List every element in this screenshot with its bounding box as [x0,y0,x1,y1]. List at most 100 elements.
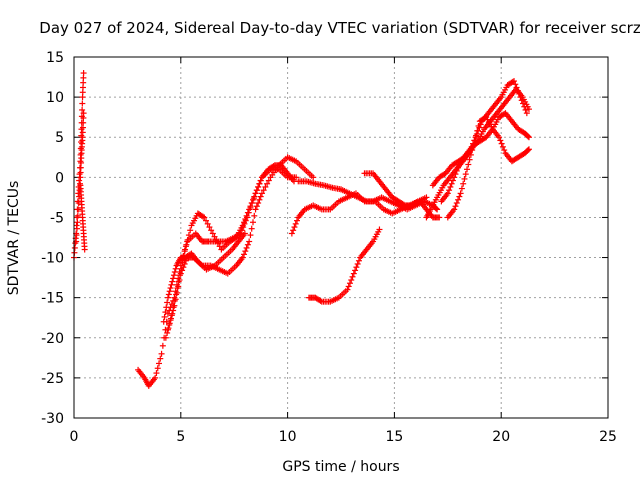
data-point [453,167,460,174]
data-point [346,280,353,287]
data-point [251,212,258,219]
series-arc-9 [305,226,383,305]
series-arc-4 [135,166,300,389]
data-point [444,190,451,197]
data-points [71,70,532,389]
data-point [248,225,255,232]
data-point [247,232,254,239]
data-point [249,219,256,226]
data-point [81,246,88,253]
data-point [264,180,271,187]
data-point [475,122,482,129]
data-point [182,246,189,253]
data-point [291,224,298,231]
data-point [348,277,355,284]
data-point [246,238,253,245]
data-point [257,177,264,184]
data-point [73,232,80,239]
y-tick-label: 0 [55,170,64,186]
data-point [242,248,249,255]
x-tick-label: 10 [279,429,297,445]
data-point [173,289,180,296]
data-point [243,244,250,251]
data-point [447,183,454,190]
data-point [464,166,471,173]
data-point [172,296,179,303]
series-arc-10 [295,178,344,193]
data-point [242,216,249,223]
data-point [376,226,383,233]
data-point [204,220,211,227]
data-point [525,134,532,141]
data-point [465,161,472,168]
data-point [252,190,259,197]
data-point [179,267,186,274]
data-point [164,326,171,333]
data-point [156,360,163,367]
data-point [203,217,210,224]
data-point [162,309,169,316]
data-point [201,214,208,221]
data-point [446,187,453,194]
y-tick-label: -5 [50,210,64,226]
data-point [161,313,168,320]
data-point [256,180,263,187]
x-tick-label: 25 [599,429,617,445]
data-point [79,100,86,107]
y-tick-label: -20 [41,331,64,347]
data-point [175,283,182,290]
data-point [73,225,80,232]
series-arc-17 [417,198,443,221]
data-point [460,180,467,187]
data-point [452,171,459,178]
data-point [317,297,324,304]
data-point [166,288,173,295]
data-point [434,206,441,213]
data-point [449,177,456,184]
series-arc-5 [162,162,298,341]
data-point [292,220,299,227]
data-point [474,127,481,134]
data-point [249,196,256,203]
data-point [501,147,508,154]
y-axis-label: SDTVAR / TECUs [6,181,22,296]
data-point [344,286,351,293]
data-point [258,190,265,197]
data-point [353,264,360,271]
data-point [290,227,297,234]
data-point [525,106,532,113]
data-point [76,177,83,184]
data-point [457,190,464,197]
data-point [525,133,532,140]
data-point [349,273,356,280]
data-point [183,241,190,248]
data-point [423,194,430,201]
data-point [208,227,215,234]
series-arc-12 [361,170,421,209]
series-arc-3 [77,182,88,253]
gridlines [74,57,608,418]
data-point [522,106,529,113]
y-tick-label: -30 [41,411,64,427]
data-point [350,270,357,277]
data-point [453,200,460,207]
data-point [211,233,218,240]
data-point [255,183,262,190]
data-point [241,219,248,226]
data-point [200,213,207,220]
data-point [177,270,184,277]
data-point [185,232,192,239]
data-point [496,134,503,141]
y-tick-label: -10 [41,251,64,267]
data-point [466,156,473,163]
data-point [162,334,169,341]
data-point [241,251,248,258]
data-point [158,350,165,357]
data-point [232,235,239,242]
data-point [164,299,171,306]
data-point [239,254,246,261]
series-arc-16 [438,110,532,205]
data-point [455,196,462,203]
data-point [345,283,352,290]
